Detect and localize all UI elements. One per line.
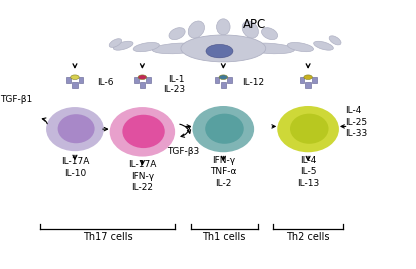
Text: IL-6: IL-6 <box>97 77 114 87</box>
Text: IL-12: IL-12 <box>242 77 264 87</box>
Bar <box>227 77 232 83</box>
Ellipse shape <box>110 107 175 157</box>
Ellipse shape <box>133 43 159 52</box>
Text: IL-4
IL-25
IL-33: IL-4 IL-25 IL-33 <box>345 107 367 138</box>
Ellipse shape <box>193 106 254 152</box>
Ellipse shape <box>138 75 146 80</box>
Ellipse shape <box>152 43 202 54</box>
Text: TGF-β1: TGF-β1 <box>0 95 32 104</box>
Text: IFN-γ
TNF-α
IL-2: IFN-γ TNF-α IL-2 <box>210 156 237 188</box>
Ellipse shape <box>304 75 312 80</box>
Bar <box>220 82 226 88</box>
Ellipse shape <box>277 106 339 152</box>
Text: IL-1
IL-23: IL-1 IL-23 <box>163 75 185 94</box>
Ellipse shape <box>71 75 79 80</box>
Ellipse shape <box>314 41 333 50</box>
Ellipse shape <box>113 41 133 50</box>
Bar <box>305 82 311 88</box>
Ellipse shape <box>205 114 244 144</box>
Text: IL-17A
IFN-γ
IL-22: IL-17A IFN-γ IL-22 <box>128 160 156 192</box>
Ellipse shape <box>46 107 104 151</box>
Text: APC: APC <box>243 18 266 31</box>
Bar <box>146 77 151 83</box>
Ellipse shape <box>217 19 230 35</box>
Ellipse shape <box>206 44 233 58</box>
Bar <box>300 77 304 83</box>
Bar <box>215 77 220 83</box>
Text: IL-17A
IL-10: IL-17A IL-10 <box>61 157 89 178</box>
Text: Th1 cells: Th1 cells <box>202 232 245 242</box>
Ellipse shape <box>245 43 295 54</box>
Ellipse shape <box>219 75 228 80</box>
Bar <box>67 77 71 83</box>
Ellipse shape <box>287 43 314 52</box>
Ellipse shape <box>57 114 94 143</box>
Text: Th2 cells: Th2 cells <box>286 232 330 242</box>
Ellipse shape <box>329 36 341 45</box>
Text: Th17 cells: Th17 cells <box>83 232 133 242</box>
Ellipse shape <box>181 35 266 62</box>
Text: IL-4
IL-5
IL-13: IL-4 IL-5 IL-13 <box>297 156 319 188</box>
Bar <box>140 82 145 88</box>
Bar <box>312 77 317 83</box>
Ellipse shape <box>242 21 258 38</box>
Bar <box>79 77 84 83</box>
Text: TGF-β3: TGF-β3 <box>167 147 199 157</box>
Bar <box>72 82 78 88</box>
Ellipse shape <box>290 114 329 144</box>
Ellipse shape <box>122 115 165 148</box>
Ellipse shape <box>109 39 121 47</box>
Ellipse shape <box>262 28 277 40</box>
Ellipse shape <box>169 28 185 40</box>
Ellipse shape <box>188 21 204 38</box>
Bar <box>134 77 139 83</box>
